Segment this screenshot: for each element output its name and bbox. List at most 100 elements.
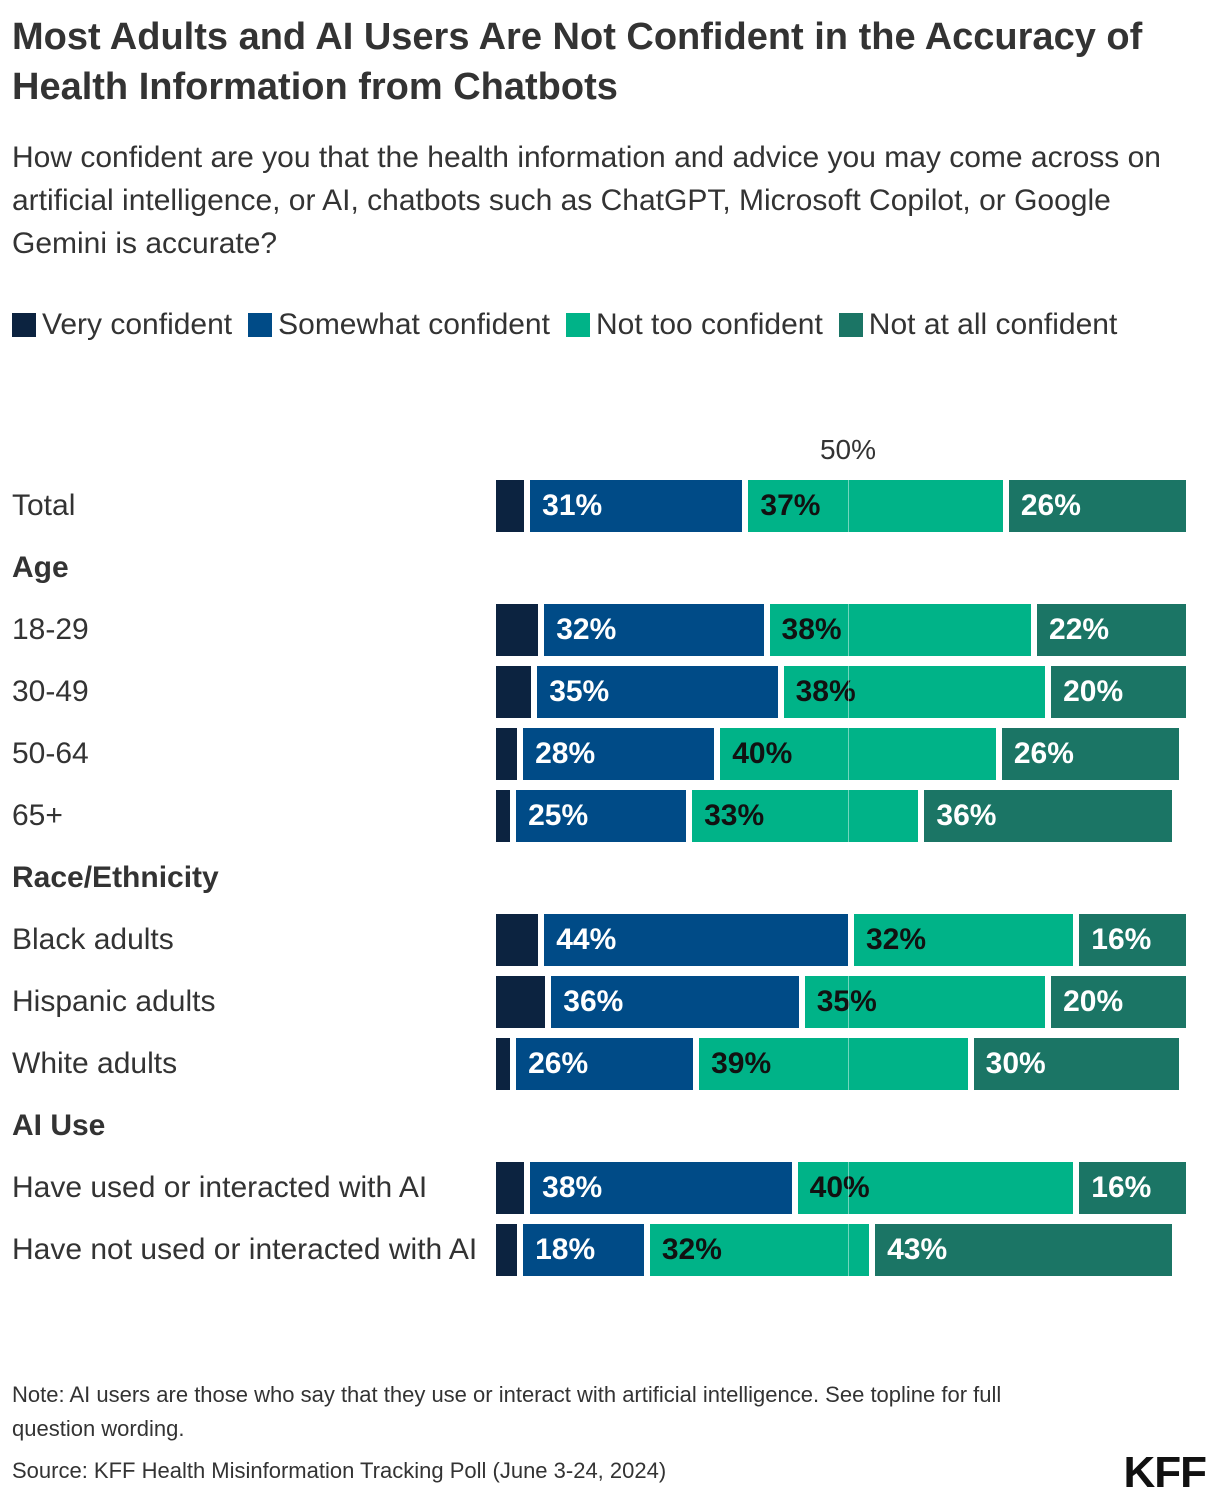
row: Age (0, 537, 1220, 599)
bar-segment: 16% (1073, 1162, 1186, 1214)
category-label: Have used or interacted with AI (12, 1171, 428, 1204)
value-label: 30% (985, 1047, 1046, 1080)
bar-segment: 38% (777, 666, 1046, 718)
legend-label: Somewhat confident (278, 308, 550, 341)
bar-track: 31% 37% 26% (496, 480, 1200, 532)
value-label: 26% (1013, 737, 1074, 770)
category-label: White adults (12, 1047, 178, 1080)
row: 30-49 35% 38% 20% (0, 661, 1220, 723)
bar-segment: 20% (1045, 976, 1186, 1028)
value-label: 40% (732, 737, 793, 770)
bar-segment: 36% (545, 976, 799, 1028)
bar-segment: 26% (995, 728, 1179, 780)
value-label: 18% (535, 1233, 596, 1266)
bar-segment: 18% (517, 1224, 644, 1276)
bar-track: 25% 33% 36% (496, 790, 1200, 842)
bar-segment (496, 666, 532, 718)
value-label: 16% (1091, 923, 1152, 956)
value-label: 26% (1020, 489, 1081, 522)
value-label: 20% (1063, 985, 1124, 1018)
bar-segment: 38% (763, 604, 1032, 656)
bar-segment (496, 1224, 518, 1276)
value-label: 38% (795, 675, 856, 708)
value-label: 25% (528, 799, 589, 832)
bar-segment: 26% (1002, 480, 1186, 532)
value-label: 32% (866, 923, 927, 956)
legend-swatch (248, 313, 273, 337)
chart: Total 31% 37% 26% Age 18-29 32% 38% 22% 30-49 35% 3… (0, 475, 1220, 1281)
legend-swatch (12, 313, 36, 337)
category-label: 65+ (12, 799, 63, 832)
category-label: 18-29 (12, 613, 89, 646)
legend-item: Not at all confident (838, 296, 1118, 354)
legend-item: Not too confident (565, 296, 823, 354)
legend-item: Somewhat confident (248, 296, 550, 354)
value-label: 38% (781, 613, 842, 646)
value-label: 26% (528, 1047, 589, 1080)
row: 65+ 25% 33% 36% (0, 785, 1220, 847)
bar-segment (496, 1038, 511, 1090)
bar-segment: 32% (848, 914, 1074, 966)
legend-label: Not too confident (595, 308, 823, 341)
legend: Very confident Somewhat confident Not too … (12, 296, 1192, 354)
value-label: 35% (549, 675, 610, 708)
bar-segment (496, 790, 511, 842)
bar-segment: 28% (517, 728, 715, 780)
value-label: 39% (711, 1047, 772, 1080)
logo: KFF (1123, 1448, 1207, 1497)
x-tick-label: 50% (819, 434, 877, 465)
row: Hispanic adults 36% 35% 20% (0, 971, 1220, 1033)
bar-segment: 40% (791, 1162, 1074, 1214)
bar-segment: 37% (742, 480, 1003, 532)
value-label: 31% (542, 489, 603, 522)
bar-segment: 38% (524, 1162, 792, 1214)
bar-segment: 30% (967, 1038, 1179, 1090)
title: Most Adults and AI Users Are Not Confide… (12, 16, 1143, 108)
row: 18-29 32% 38% 22% (0, 599, 1220, 661)
group-header: Age (12, 551, 69, 584)
legend-item: Very confident (12, 296, 232, 354)
row: Have used or interacted with AI 38% 40% 16% (0, 1157, 1220, 1219)
bar-segment: 35% (798, 976, 1046, 1028)
value-label: 32% (661, 1233, 722, 1266)
bar-segment: 16% (1073, 914, 1186, 966)
value-label: 38% (542, 1171, 603, 1204)
value-label: 33% (704, 799, 765, 832)
bar-segment: 39% (693, 1038, 968, 1090)
category-label: Total (12, 489, 76, 522)
legend-label: Not at all confident (868, 308, 1118, 341)
row: Have not used or interacted with AI 18% 32… (0, 1219, 1220, 1281)
bar-track: 28% 40% 26% (496, 728, 1200, 780)
bar-segment: 26% (510, 1038, 694, 1090)
value-label: 37% (760, 489, 821, 522)
value-label: 40% (809, 1171, 870, 1204)
value-label: 22% (1049, 613, 1110, 646)
bar-track: 32% 38% 22% (496, 604, 1200, 656)
value-label: 36% (936, 799, 997, 832)
value-label: 20% (1063, 675, 1124, 708)
bar-segment (496, 914, 539, 966)
bar-segment (496, 480, 525, 532)
bar-segment: 44% (538, 914, 848, 966)
value-label: 28% (535, 737, 596, 770)
bar-segment: 31% (524, 480, 743, 532)
bar-segment: 32% (538, 604, 764, 656)
bar-track: 44% 32% 16% (496, 914, 1200, 966)
source: Source: KFF Health Misinformation Tracki… (12, 1458, 667, 1483)
bar-segment: 33% (686, 790, 919, 842)
category-label: Hispanic adults (12, 985, 216, 1018)
group-header: Race/Ethnicity (12, 861, 219, 894)
category-label: Black adults (12, 923, 174, 956)
value-label: 43% (887, 1233, 948, 1266)
bar-track: 35% 38% 20% (496, 666, 1200, 718)
bar-track: 18% 32% 43% (496, 1224, 1200, 1276)
bar-segment: 35% (531, 666, 778, 718)
row: Total 31% 37% 26% (0, 475, 1220, 537)
legend-label: Very confident (42, 308, 233, 341)
bar-segment: 32% (643, 1224, 870, 1276)
row: AI Use (0, 1095, 1220, 1157)
value-label: 16% (1091, 1171, 1152, 1204)
row: 50-64 28% 40% 26% (0, 723, 1220, 785)
legend-swatch (838, 313, 863, 337)
